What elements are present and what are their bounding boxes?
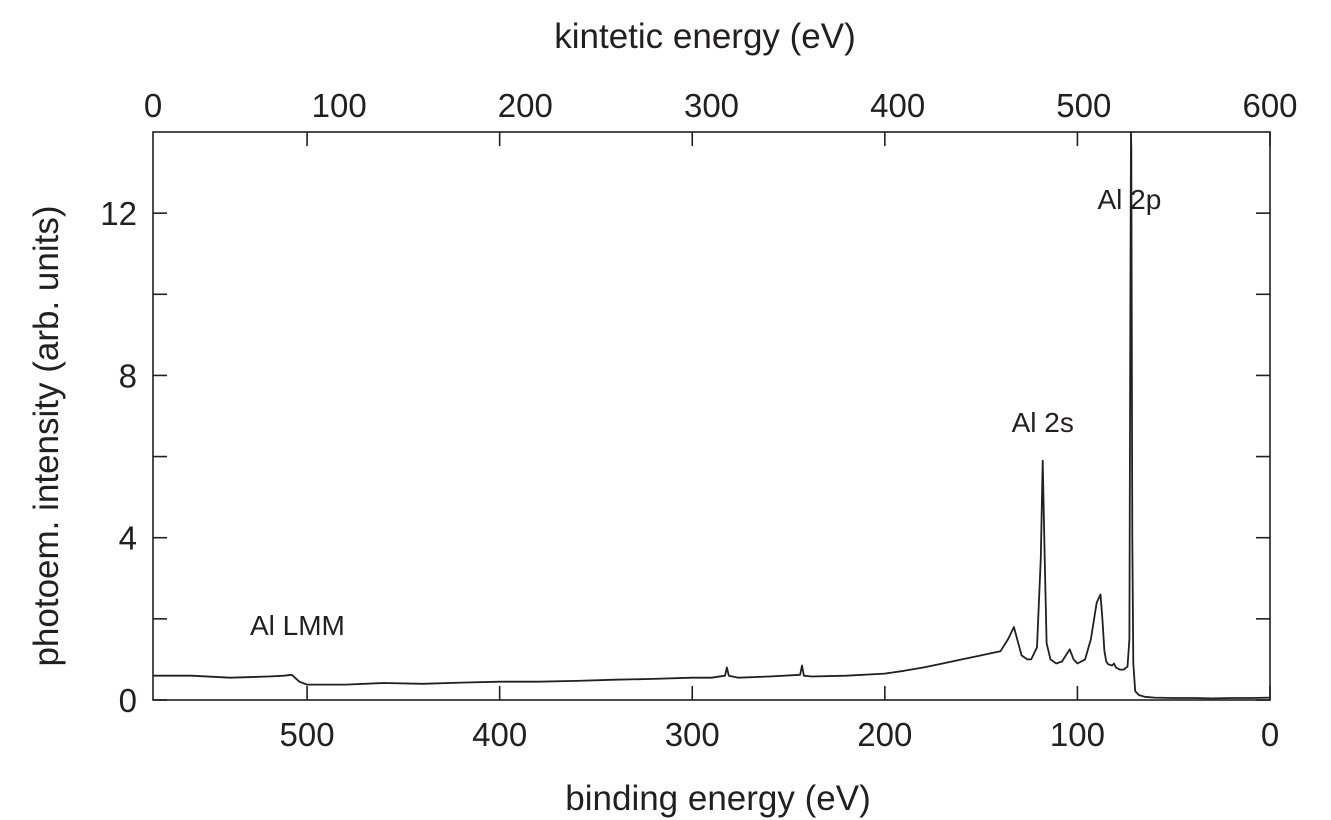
series-layer [153,131,1271,700]
y-tick-label: 0 [119,682,137,719]
y-axis-label: photoem. intensity (arb. units) [27,205,66,666]
plot-frame [152,131,1271,701]
x2-tick-label: 400 [870,87,925,124]
x-tick-label: 300 [665,716,720,753]
y-tick-label: 4 [119,520,137,557]
x2-tick-label: 300 [684,87,739,124]
x-tick-label: 400 [472,716,527,753]
x2-tick-label: 0 [144,87,162,124]
axis-ticks [153,132,1271,701]
x-tick-label: 500 [280,716,335,753]
x2-axis-label: kintetic energy (eV) [554,17,856,56]
x-tick-label: 200 [857,716,912,753]
x2-tick-label: 200 [498,87,553,124]
spectrum-line [153,131,1271,700]
x-tick-label: 100 [1050,716,1105,753]
x2-tick-label: 500 [1056,87,1111,124]
axis-tick-labels: 500 400 300 200 100 0 0 100 200 300 400 500 600 0 4 8 12 [100,87,1297,753]
y-tick-label: 8 [119,357,137,394]
peak-label: Al 2s [1012,407,1074,438]
peak-label: Al LMM [250,610,345,641]
x2-tick-label: 600 [1242,87,1297,124]
plot-border [152,131,1271,701]
x2-tick-label: 100 [312,87,367,124]
x-axis-label: binding energy (eV) [565,779,870,818]
peak-annotations: Al LMM Al 2s Al 2p [250,184,1161,641]
x-tick-label: 0 [1261,716,1279,753]
y-tick-label: 12 [100,195,137,232]
peak-label: Al 2p [1097,184,1161,215]
